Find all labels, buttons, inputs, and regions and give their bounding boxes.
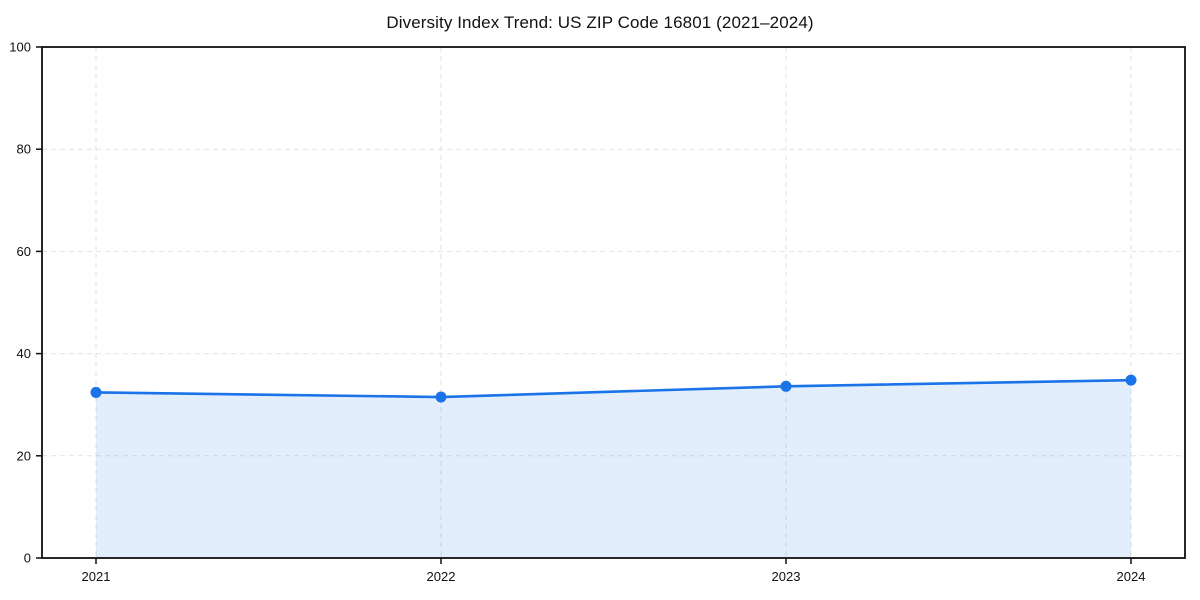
y-axis-tick-label: 0 [24,551,31,566]
y-axis-tick-label: 60 [17,244,31,259]
data-point [780,380,792,392]
plot-border [41,46,1186,559]
x-axis-tick-label: 2023 [772,569,801,584]
x-axis-tick-label: 2022 [427,569,456,584]
data-point [1125,374,1137,386]
area-fill [96,380,1131,558]
x-axis-tick-label: 2021 [82,569,111,584]
chart-title: Diversity Index Trend: US ZIP Code 16801… [386,13,814,32]
data-point [90,386,102,398]
y-axis-tick-label: 20 [17,448,31,463]
x-axis-tick-label: 2024 [1117,569,1146,584]
y-axis-tick-label: 80 [17,142,31,157]
data-point [435,391,447,403]
y-axis-tick-label: 100 [9,40,31,55]
y-axis-tick-label: 40 [17,346,31,361]
trend-line [94,378,1133,399]
